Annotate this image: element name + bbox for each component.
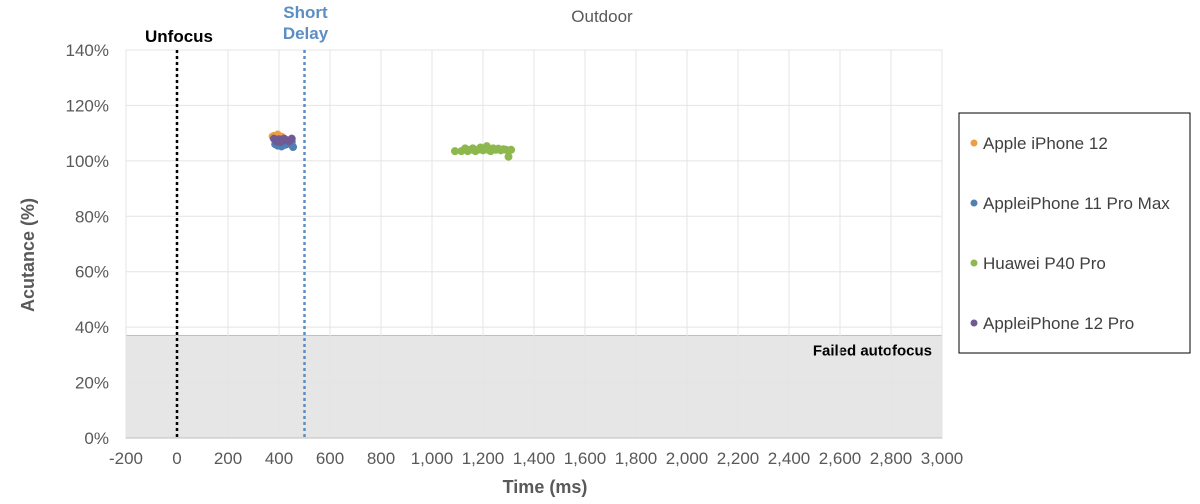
- legend-marker: [970, 199, 978, 207]
- y-tick-label: 60%: [75, 263, 109, 282]
- data-point: [450, 147, 459, 156]
- x-tick-label: 1,800: [615, 449, 658, 468]
- legend-marker: [970, 139, 978, 147]
- x-tick-label: 3,000: [921, 449, 964, 468]
- x-tick-label: 2,600: [819, 449, 862, 468]
- x-tick-label: 400: [265, 449, 293, 468]
- y-tick-label: 20%: [75, 374, 109, 393]
- y-tick-label: 80%: [75, 207, 109, 226]
- x-tick-label: 1,000: [411, 449, 454, 468]
- data-points: [268, 130, 516, 161]
- x-tick-label: 800: [367, 449, 395, 468]
- y-tick-label: 0%: [84, 429, 109, 448]
- x-tick-label: 2,200: [717, 449, 760, 468]
- x-tick-label: 1,600: [564, 449, 607, 468]
- x-tick-label: 1,200: [462, 449, 505, 468]
- gridlines: [125, 49, 943, 439]
- legend-label: AppleiPhone 11 Pro Max: [983, 194, 1170, 213]
- x-tick-label: 200: [214, 449, 242, 468]
- x-tick-label: 600: [316, 449, 344, 468]
- y-axis-label: Acutance (%): [18, 198, 38, 312]
- short-delay-label: Delay: [283, 24, 329, 43]
- data-point: [507, 145, 516, 154]
- x-tick-label: 1,400: [513, 449, 556, 468]
- reference-lines: Unfocus Short Delay: [145, 3, 329, 438]
- data-point: [276, 138, 285, 147]
- x-tick-label: 2,400: [768, 449, 811, 468]
- x-tick-label: 2,000: [666, 449, 709, 468]
- short-delay-label: Short: [283, 3, 328, 22]
- legend-label: AppleiPhone 12 Pro: [983, 314, 1134, 333]
- legend: Apple iPhone 12 AppleiPhone 11 Pro Max Hua…: [958, 112, 1191, 354]
- data-point: [287, 134, 296, 143]
- x-axis-label: Time (ms): [503, 477, 588, 497]
- chart-title: Outdoor: [571, 7, 633, 26]
- y-tick-label: 120%: [66, 96, 109, 115]
- x-tick-label: -200: [109, 449, 143, 468]
- failed-autofocus-label: Failed autofocus: [813, 342, 932, 359]
- legend-label: Huawei P40 Pro: [983, 254, 1106, 273]
- legend-marker: [970, 319, 978, 327]
- legend-box: [958, 112, 1191, 354]
- legend-label: Apple iPhone 12: [983, 134, 1108, 153]
- x-tick-label: 0: [172, 449, 181, 468]
- x-axis-ticks: -200 0 200 400 600 800 1,000 1,200 1,400 1,600 1,8…: [109, 449, 963, 468]
- y-tick-label: 40%: [75, 318, 109, 337]
- unfocus-label: Unfocus: [145, 27, 213, 46]
- data-point: [504, 152, 513, 161]
- y-tick-label: 140%: [66, 41, 109, 60]
- x-tick-label: 2,800: [870, 449, 913, 468]
- y-tick-label: 100%: [66, 152, 109, 171]
- y-axis-ticks: 0% 20% 40% 60% 80% 100% 120% 140%: [66, 41, 109, 448]
- legend-marker: [970, 259, 978, 267]
